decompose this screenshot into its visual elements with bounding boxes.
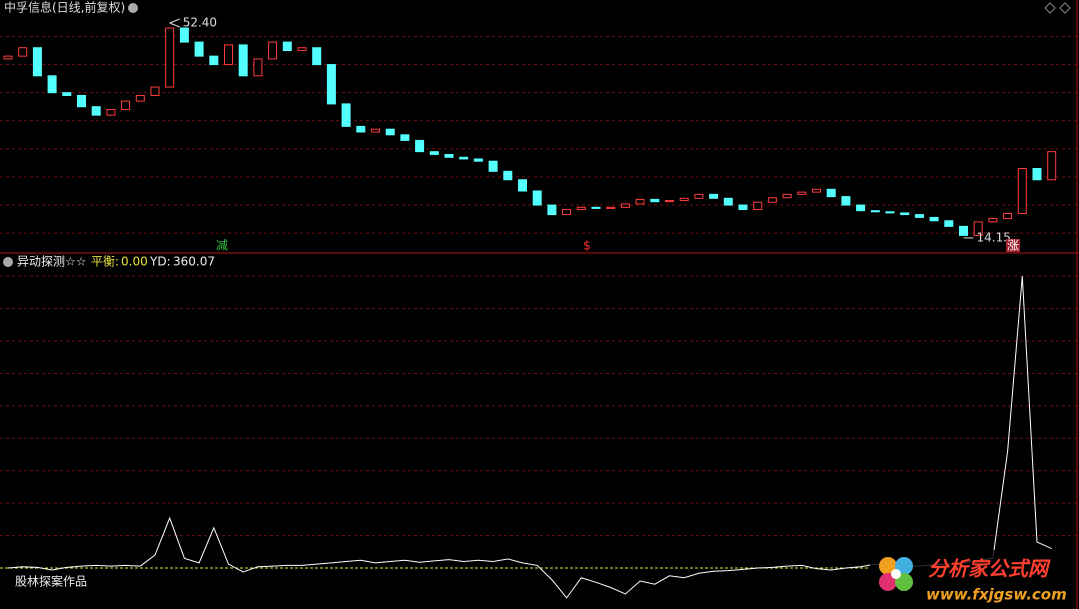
- watermark-name: 分析家公式网: [928, 557, 1051, 581]
- candle: [165, 27, 175, 88]
- candle: [620, 203, 630, 208]
- candle: [47, 75, 57, 94]
- menu-icon[interactable]: [128, 3, 138, 13]
- yd-value: 360.07: [173, 255, 215, 269]
- candle: [224, 44, 233, 66]
- candle: [209, 55, 219, 66]
- candle: [503, 170, 513, 181]
- candle: [694, 193, 704, 199]
- candle: [1003, 212, 1013, 220]
- indicator-title: 异动探测☆☆: [17, 255, 87, 269]
- candle: [576, 206, 586, 211]
- menu-icon[interactable]: [3, 257, 13, 267]
- candle: [179, 27, 189, 43]
- candle: [253, 58, 263, 77]
- candle: [988, 218, 998, 223]
- candle: [459, 156, 469, 160]
- candle: [297, 47, 307, 52]
- candle: [238, 44, 248, 77]
- candle: [473, 158, 483, 162]
- candle: [900, 212, 910, 216]
- candle: [91, 106, 101, 116]
- candle: [282, 41, 292, 52]
- candle: [723, 197, 733, 206]
- candle: [415, 139, 425, 153]
- candle: [400, 134, 410, 141]
- candle: [32, 47, 42, 77]
- candle: [1047, 151, 1057, 181]
- candle: [914, 214, 924, 218]
- candle: [150, 86, 160, 96]
- candle: [826, 188, 836, 198]
- candle: [885, 211, 895, 214]
- candle: [18, 47, 28, 57]
- candle: [268, 41, 278, 60]
- candle: [62, 92, 72, 96]
- watermark-url: www.fxjgsw.com: [926, 586, 1067, 604]
- candle: [3, 55, 13, 60]
- candle: [121, 100, 131, 111]
- candle: [650, 198, 660, 203]
- annotation-bg: [1006, 239, 1020, 252]
- candle: [518, 179, 527, 192]
- candle: [738, 204, 748, 211]
- candle: [856, 204, 866, 212]
- candle: [929, 216, 939, 222]
- candle: [679, 197, 689, 202]
- candle: [797, 191, 807, 195]
- candle: [959, 225, 968, 236]
- candle: [1017, 168, 1027, 214]
- watermark: 分析家公式网 www.fxjgsw.com: [870, 550, 1070, 606]
- candle: [194, 41, 204, 57]
- candle: [767, 197, 777, 203]
- candle: [812, 188, 821, 193]
- candle: [753, 201, 763, 211]
- chart-title: 中孚信息(日线,前复权): [4, 0, 125, 15]
- low-label: 14.15: [977, 230, 1011, 244]
- annotation: 减: [216, 239, 228, 253]
- candle: [429, 151, 439, 155]
- window-buttons[interactable]: [1044, 2, 1071, 14]
- logo-center: [891, 569, 901, 579]
- candle: [870, 210, 880, 213]
- balance-label: 平衡:: [91, 255, 119, 269]
- candle: [532, 190, 542, 206]
- candle: [973, 221, 983, 236]
- candle: [326, 64, 336, 105]
- candle: [591, 206, 601, 209]
- candle: [635, 198, 645, 205]
- candle: [944, 220, 954, 227]
- candle: [77, 94, 86, 108]
- candle: [371, 128, 380, 133]
- candle: [312, 47, 322, 66]
- annotation: 涨: [1007, 238, 1019, 253]
- candle: [1032, 168, 1042, 181]
- candle: [106, 109, 116, 116]
- footer: 股林探案作品: [15, 574, 87, 589]
- candle: [606, 206, 616, 209]
- yd-label: YD:: [149, 255, 171, 269]
- annotation: $: [583, 239, 591, 253]
- candle: [547, 204, 557, 216]
- candle: [709, 193, 719, 199]
- balance-value: 0.00: [121, 255, 148, 269]
- candle: [444, 153, 454, 158]
- candle: [356, 125, 366, 133]
- candle: [562, 209, 572, 216]
- candle: [665, 200, 674, 203]
- high-label: 52.40: [183, 15, 217, 29]
- candle: [385, 128, 395, 136]
- candle: [782, 193, 792, 199]
- candle: [488, 160, 498, 172]
- candle: [135, 94, 145, 102]
- candle: [341, 103, 351, 127]
- candle: [841, 196, 851, 206]
- high-arrow: [169, 18, 180, 28]
